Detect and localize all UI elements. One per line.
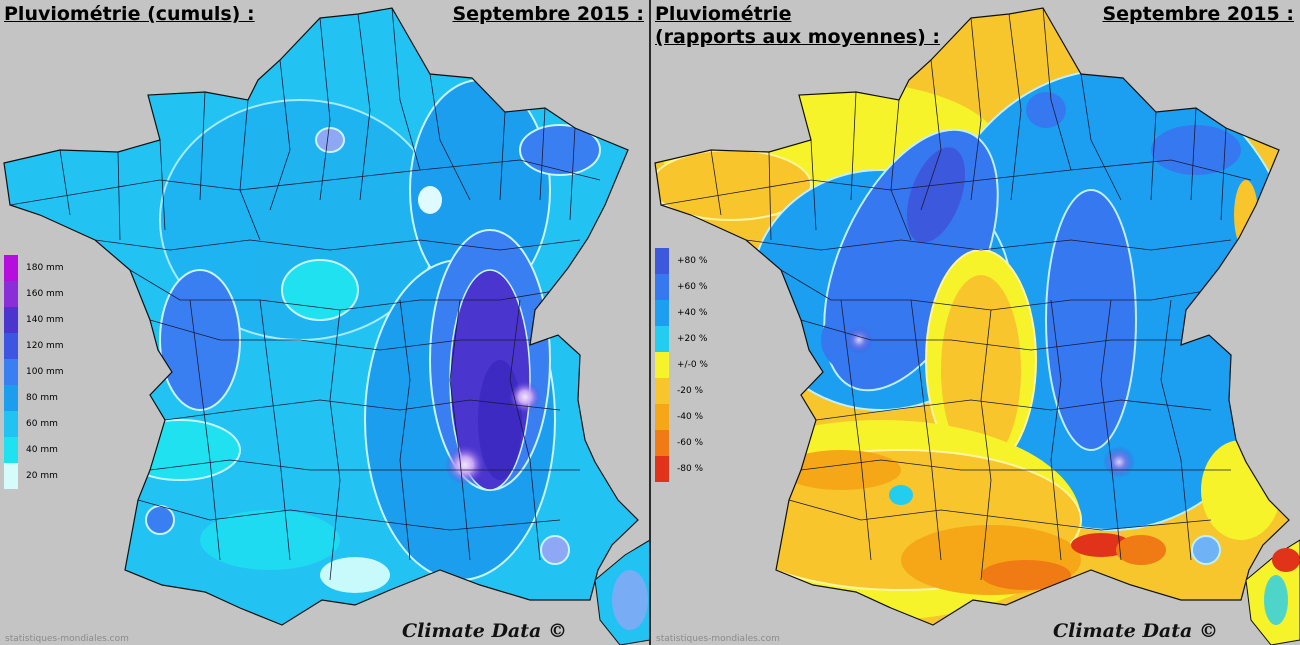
legend-swatch xyxy=(655,352,669,378)
legend-label: 120 mm xyxy=(26,341,64,351)
france-ratio-map xyxy=(654,7,1300,645)
legend-label: -20 % xyxy=(677,386,704,396)
ratio-zones xyxy=(655,69,1289,620)
legend-label: +60 % xyxy=(677,282,708,292)
rainfall-ratio-panel: Pluviométrie (rapports aux moyennes) : S… xyxy=(651,0,1300,645)
right-map-title-line2: (rapports aux moyennes) : xyxy=(655,26,940,48)
legend-swatch xyxy=(4,255,18,281)
department-borders xyxy=(9,8,601,581)
legend-label: 160 mm xyxy=(26,289,64,299)
department-borders xyxy=(660,8,1252,581)
legend-swatch xyxy=(4,437,18,463)
right-map-credit: Climate Data © xyxy=(1053,620,1218,642)
right-map-legend: +80 % +60 % +40 % +20 % +/-0 % -20 % -40 % -60 … xyxy=(655,248,708,482)
left-map-credit: Climate Data © xyxy=(402,620,567,642)
legend-swatch xyxy=(655,248,669,274)
legend-label: -60 % xyxy=(677,438,704,448)
legend-label: -40 % xyxy=(677,412,704,422)
panel-divider xyxy=(649,0,651,645)
left-map-period: Septembre 2015 : xyxy=(452,3,644,25)
legend-swatch xyxy=(4,281,18,307)
right-map-source: statistiques-mondiales.com xyxy=(656,634,780,644)
legend-label: 180 mm xyxy=(26,263,64,273)
legend-swatch xyxy=(4,463,18,489)
legend-swatch xyxy=(4,333,18,359)
legend-swatch xyxy=(4,385,18,411)
legend-swatch xyxy=(655,274,669,300)
legend-swatch xyxy=(655,404,669,430)
legend-swatch xyxy=(655,326,669,352)
legend-swatch xyxy=(4,411,18,437)
legend-swatch xyxy=(4,307,18,333)
legend-label: 20 mm xyxy=(26,471,58,481)
legend-label: 80 mm xyxy=(26,393,58,403)
legend-label: 100 mm xyxy=(26,367,64,377)
legend-swatch xyxy=(655,378,669,404)
legend-label: +80 % xyxy=(677,256,708,266)
cumulative-rainfall-panel: Pluviométrie (cumuls) : Septembre 2015 :… xyxy=(3,3,650,645)
legend-swatch xyxy=(655,300,669,326)
legend-label: -80 % xyxy=(677,464,704,474)
france-rainfall-map xyxy=(3,7,650,645)
legend-label: 60 mm xyxy=(26,419,58,429)
legend-label: +20 % xyxy=(677,334,708,344)
left-map-source: statistiques-mondiales.com xyxy=(5,634,129,644)
right-map-title-line1: Pluviométrie xyxy=(655,3,792,25)
legend-label: 40 mm xyxy=(26,445,58,455)
left-map-legend: 180 mm 160 mm 140 mm 120 mm 100 mm 80 mm 60 mm… xyxy=(4,255,64,489)
legend-label: +40 % xyxy=(677,308,708,318)
legend-label: +/-0 % xyxy=(677,360,708,370)
legend-swatch xyxy=(655,456,669,482)
legend-swatch xyxy=(655,430,669,456)
legend-label: 140 mm xyxy=(26,315,64,325)
right-map-period: Septembre 2015 : xyxy=(1102,3,1294,25)
legend-swatch xyxy=(4,359,18,385)
left-map-title: Pluviométrie (cumuls) : xyxy=(4,3,255,25)
